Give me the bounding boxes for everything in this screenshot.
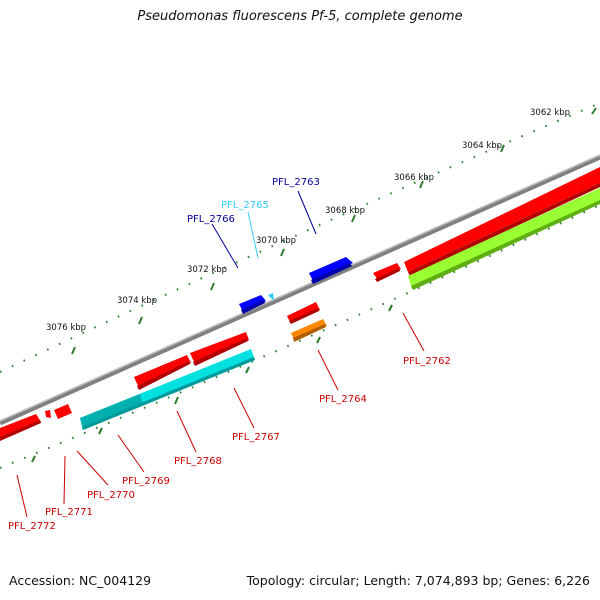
red-gene-2764a [287, 302, 320, 324]
red-gene-2770 [54, 404, 72, 419]
tick-label-3064: 3064 kbp [462, 141, 502, 151]
green-gene [408, 188, 600, 290]
tick-label-3070: 3070 kbp [256, 236, 296, 246]
gene-label-2762: PFL_2762 [403, 356, 451, 367]
gene-label-2768: PFL_2768 [174, 456, 222, 467]
tick-label-3072: 3072 kbp [187, 265, 227, 275]
blue-gene-2763 [309, 257, 353, 284]
tick-label-3074: 3074 kbp [117, 296, 157, 306]
inner-major-ticks [31, 304, 393, 463]
gene-label-2769: PFL_2769 [122, 476, 170, 487]
tick-label-3068: 3068 kbp [325, 206, 365, 216]
gene-label-2767: PFL_2767 [232, 432, 280, 443]
gene-label-2772: PFL_2772 [8, 521, 56, 532]
gene-label-2763: PFL_2763 [272, 177, 320, 188]
genome-title: Pseudomonas fluorescens Pf-5, complete g… [137, 9, 463, 24]
red-gene-2772 [0, 414, 41, 441]
label-leaders [16, 190, 425, 518]
forward-cds-2762 [373, 263, 401, 282]
tick-label-3076: 3076 kbp [46, 323, 86, 333]
tick-label-3062: 3062 kbp [530, 108, 570, 118]
cyan-gene-2769 [80, 349, 255, 430]
inner-tick-ring [0, 204, 600, 469]
gene-labels: PFL_2763 PFL_2765 PFL_2766 PFL_2762 PFL_… [8, 177, 451, 532]
gene-label-2771: PFL_2771 [45, 507, 93, 518]
blue-gene-2766 [239, 295, 266, 314]
gene-label-2770: PFL_2770 [87, 490, 135, 501]
gene-label-2766: PFL_2766 [187, 214, 235, 225]
forward-cds-long [404, 167, 600, 276]
red-gene-2771 [45, 410, 51, 418]
gene-label-2765: PFL_2765 [221, 200, 269, 211]
tick-label-3066: 3066 kbp [394, 173, 434, 183]
cyan-gene-2765 [268, 293, 274, 301]
accession-text: Accession: NC_004129 [9, 573, 152, 588]
tick-labels: 3062 kbp 3064 kbp 3066 kbp 3068 kbp 3070… [46, 108, 570, 333]
topology-text: Topology: circular; Length: 7,074,893 bp… [246, 573, 590, 588]
outer-major-ticks [71, 107, 597, 355]
red-gene-2767 [190, 332, 249, 366]
red-gene-2768 [134, 355, 191, 390]
genome-backbone [0, 154, 600, 426]
orange-gene-2764 [291, 319, 327, 342]
gene-label-2764: PFL_2764 [319, 394, 367, 405]
